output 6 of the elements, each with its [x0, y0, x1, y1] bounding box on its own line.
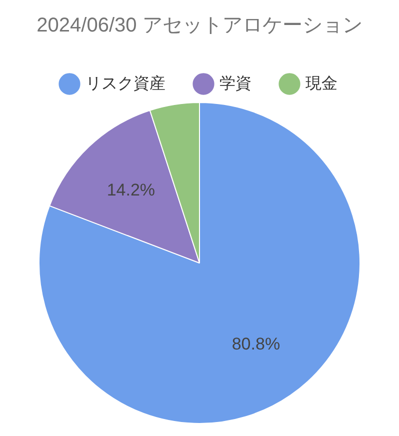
legend-label: 現金: [306, 75, 338, 92]
legend-label: リスク資産: [86, 74, 166, 92]
legend-label: 学資: [220, 74, 252, 92]
data-label: 14.2%: [106, 180, 156, 200]
data-label: 80.8%: [232, 334, 280, 354]
chart-title: 2024/06/30 アセットアロケーション: [36, 14, 362, 37]
